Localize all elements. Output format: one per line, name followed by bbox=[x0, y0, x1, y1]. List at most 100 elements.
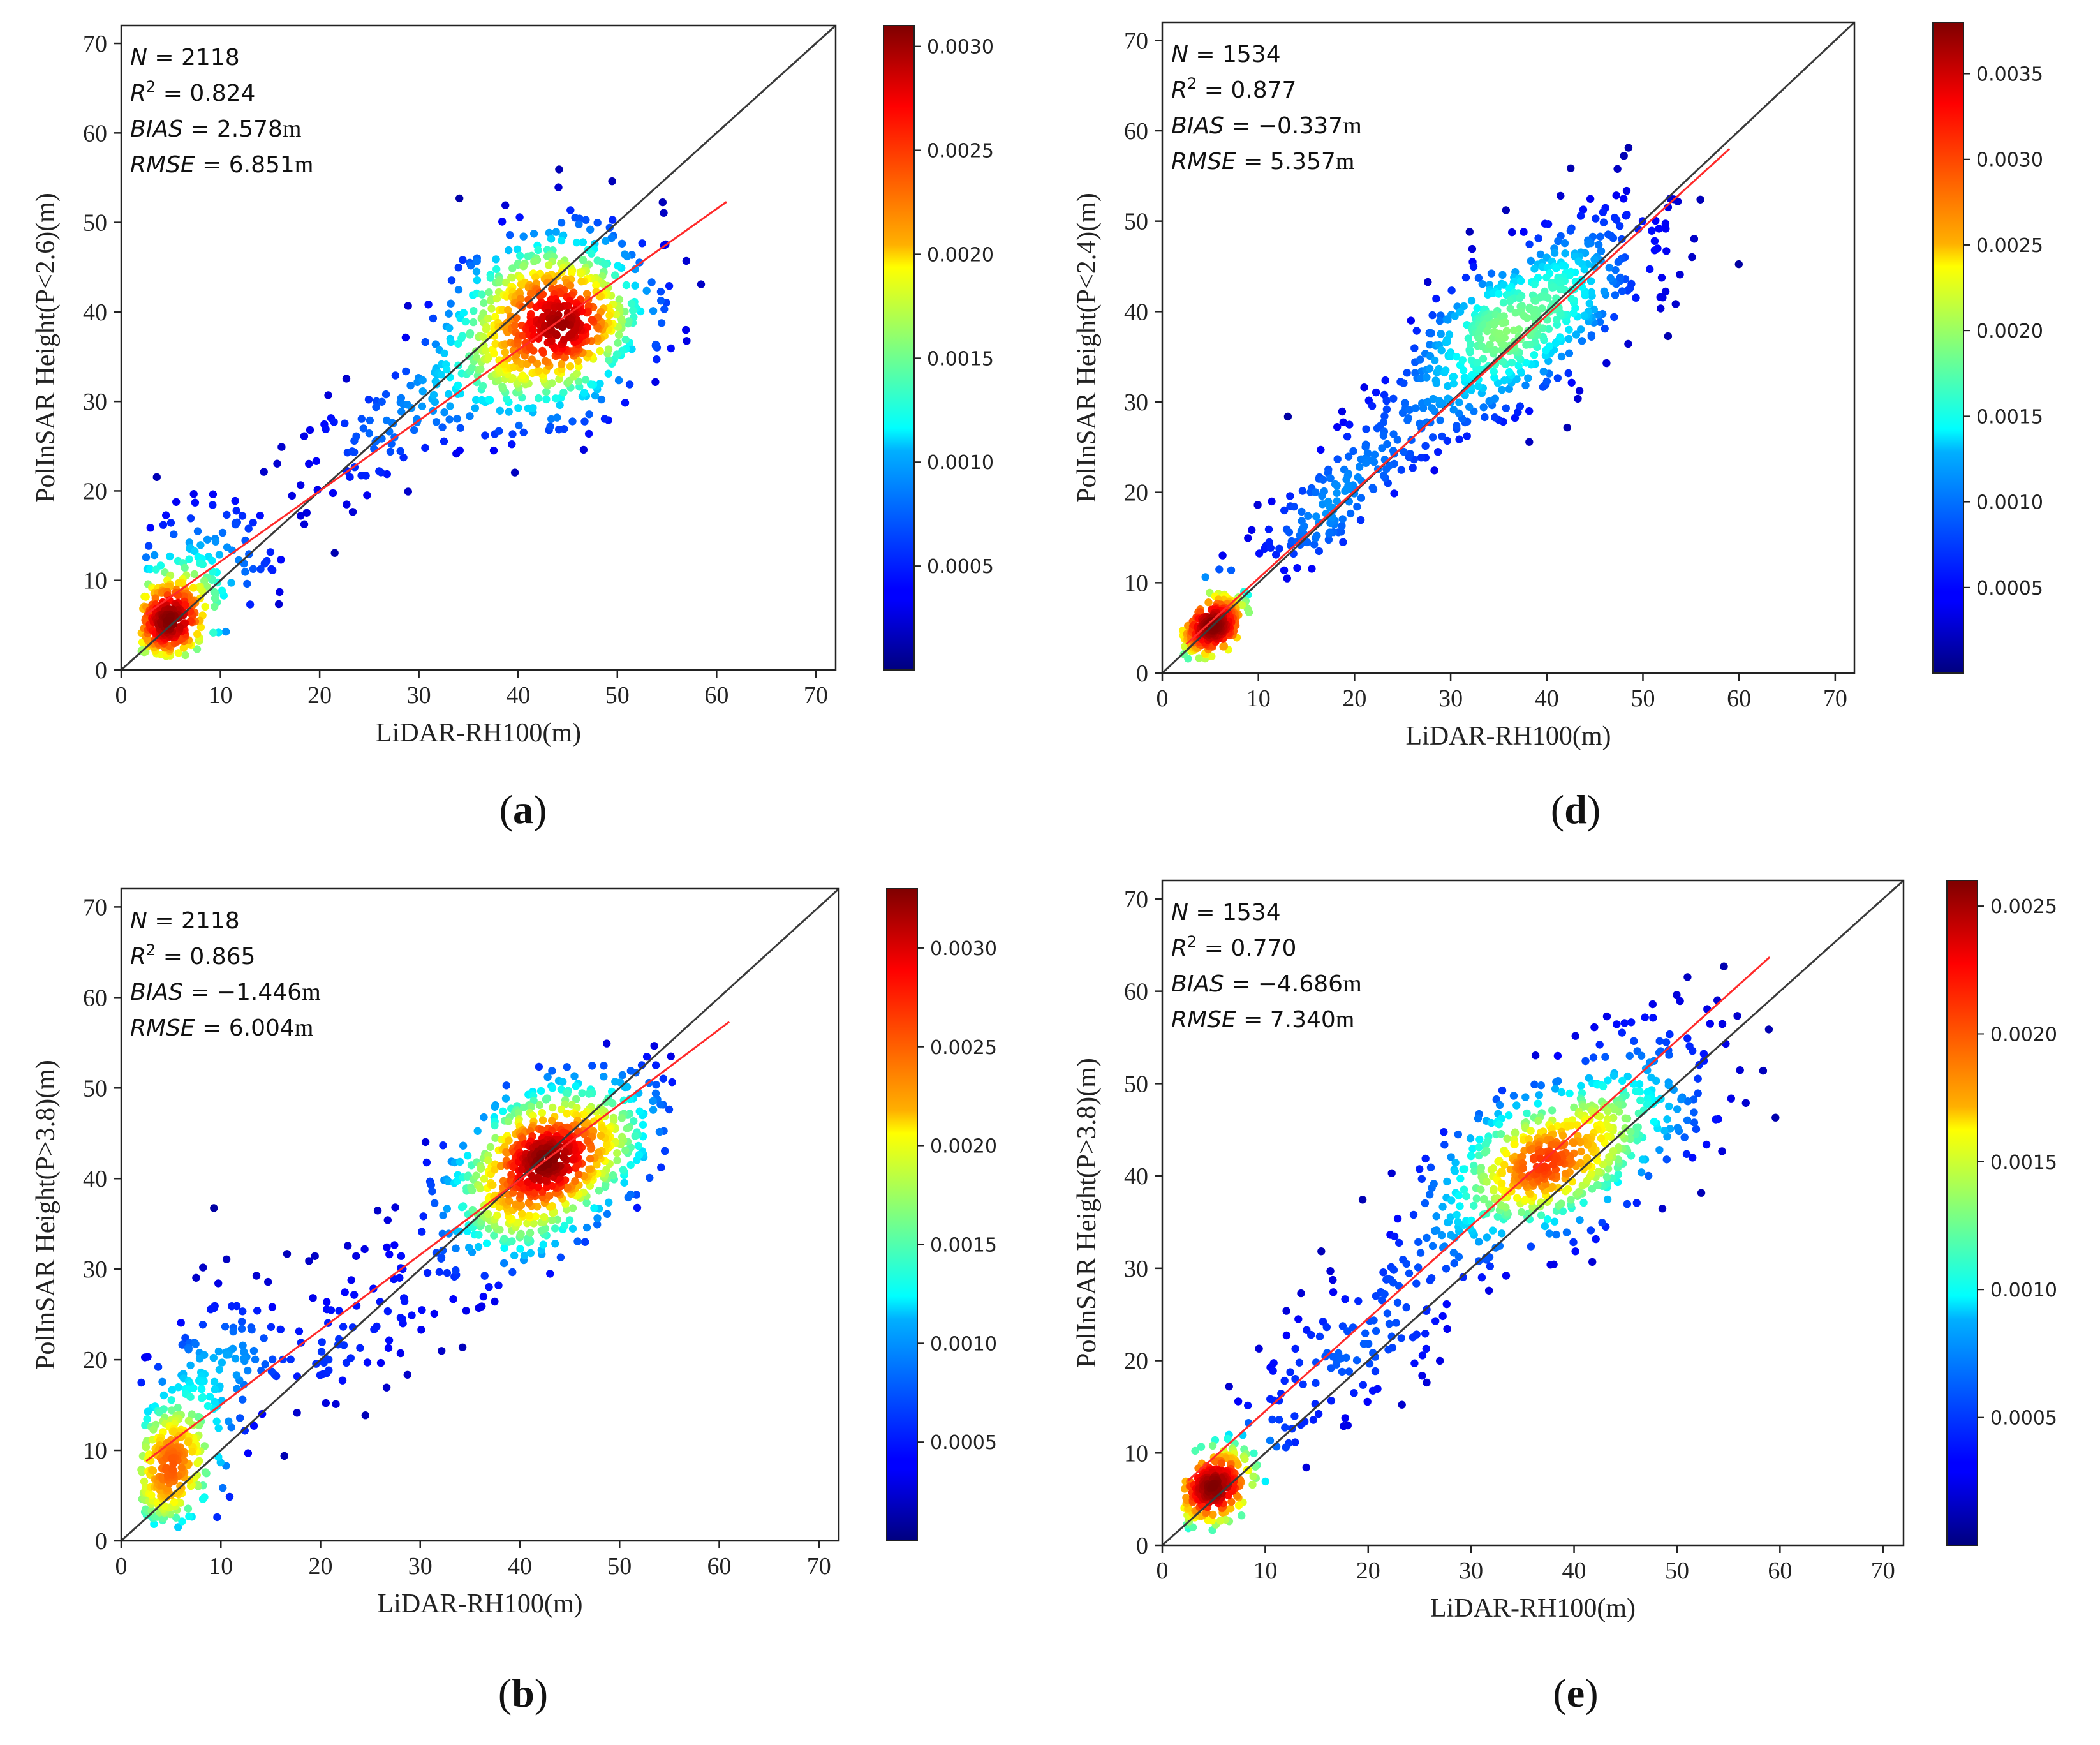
scatter-point bbox=[248, 1325, 256, 1334]
scatter-point bbox=[196, 541, 205, 549]
scatter-point bbox=[1443, 1325, 1451, 1333]
scatter-point bbox=[244, 1366, 252, 1375]
scatter-point bbox=[231, 1355, 240, 1363]
scatter-point bbox=[249, 565, 258, 573]
stat-rmse: RMSE = 5.357m bbox=[1171, 148, 1354, 175]
scatter-point bbox=[529, 230, 538, 238]
scatter-point bbox=[280, 1452, 288, 1460]
scatter-point bbox=[266, 548, 275, 556]
scatter-point bbox=[400, 1297, 409, 1306]
scatter-point bbox=[1587, 331, 1595, 339]
scatter-point bbox=[1417, 454, 1426, 462]
scatter-point bbox=[1490, 373, 1498, 382]
scatter-point bbox=[231, 520, 240, 529]
scatter-point bbox=[661, 1147, 669, 1155]
scatter-point bbox=[1498, 385, 1506, 394]
scatter-point bbox=[1650, 1117, 1659, 1126]
scatter-point bbox=[1269, 1367, 1277, 1375]
scatter-point bbox=[1300, 522, 1308, 530]
scatter-point bbox=[580, 417, 589, 426]
scatter-point bbox=[239, 1395, 247, 1404]
scatter-point bbox=[520, 1103, 528, 1112]
fit-line bbox=[145, 1021, 730, 1462]
scatter-point bbox=[1312, 512, 1320, 521]
scatter-point bbox=[1544, 220, 1553, 228]
scatter-point bbox=[491, 1166, 499, 1174]
scatter-point bbox=[1380, 412, 1389, 420]
scatter-point bbox=[1387, 1169, 1396, 1178]
scatter-point bbox=[517, 295, 525, 303]
scatter-point bbox=[609, 216, 617, 224]
scatter-point bbox=[527, 318, 535, 327]
scatter-point bbox=[1429, 394, 1437, 403]
scatter-point bbox=[137, 1378, 145, 1387]
x-tick-label: 10 bbox=[209, 682, 233, 709]
scatter-point bbox=[1368, 1386, 1377, 1395]
scatter-point bbox=[614, 376, 623, 385]
scatter-point bbox=[1382, 397, 1391, 405]
fit-line bbox=[1185, 148, 1731, 645]
scatter-point bbox=[1453, 422, 1461, 430]
scatter-point bbox=[526, 1249, 535, 1258]
scatter-point bbox=[453, 1177, 462, 1185]
scatter-point bbox=[1418, 1351, 1427, 1360]
scatter-point bbox=[1503, 1134, 1511, 1143]
scatter-point bbox=[1474, 274, 1483, 282]
scatter-point bbox=[1250, 1449, 1258, 1457]
scatter-point bbox=[1764, 1025, 1773, 1034]
scatter-point bbox=[500, 1259, 508, 1268]
scatter-point bbox=[547, 235, 556, 243]
scatter-point bbox=[1470, 1201, 1478, 1210]
scatter-point bbox=[175, 623, 184, 631]
scatter-point bbox=[1340, 1422, 1348, 1430]
scatter-point bbox=[1454, 1130, 1462, 1139]
scatter-point bbox=[1593, 1157, 1602, 1165]
scatter-point bbox=[1427, 329, 1435, 338]
colorbar-tick-label: 0.0030 bbox=[927, 36, 994, 59]
scatter-point bbox=[190, 570, 199, 579]
scatter-point bbox=[325, 1366, 333, 1374]
scatter-point bbox=[1759, 1066, 1768, 1075]
scatter-point bbox=[149, 1425, 158, 1434]
scatter-point bbox=[1565, 271, 1574, 279]
scatter-point bbox=[575, 214, 584, 223]
scatter-point bbox=[1455, 398, 1463, 406]
scatter-point bbox=[566, 281, 575, 290]
scatter-point bbox=[1302, 1463, 1310, 1472]
scatter-point bbox=[1370, 1316, 1378, 1325]
scatter-point bbox=[181, 563, 189, 572]
scatter-point bbox=[505, 1136, 513, 1145]
scatter-point bbox=[1553, 1141, 1562, 1150]
scatter-point bbox=[1356, 463, 1364, 471]
scatter-point bbox=[1561, 262, 1569, 271]
scatter-point bbox=[667, 344, 675, 353]
scatter-point bbox=[1211, 1457, 1220, 1466]
scatter-point bbox=[1662, 247, 1671, 255]
scatter-point bbox=[572, 1082, 580, 1090]
scatter-point bbox=[478, 382, 487, 390]
scatter-point bbox=[277, 556, 285, 564]
scatter-point bbox=[1416, 1165, 1424, 1173]
scatter-point bbox=[1249, 1472, 1257, 1480]
scatter-point bbox=[158, 1377, 166, 1386]
scatter-point bbox=[322, 1399, 330, 1407]
panel-label: (b) bbox=[498, 1670, 548, 1716]
scatter-point bbox=[1563, 423, 1571, 432]
scatter-point bbox=[1645, 1171, 1653, 1180]
scatter-point bbox=[221, 627, 230, 636]
scatter-point bbox=[501, 1094, 510, 1103]
scatter-point bbox=[538, 1116, 547, 1124]
scatter-point bbox=[1291, 1375, 1299, 1383]
scatter-point bbox=[167, 1396, 175, 1404]
x-tick-label: 10 bbox=[209, 1553, 233, 1580]
scatter-point bbox=[418, 376, 427, 385]
scatter-point bbox=[178, 1340, 186, 1349]
scatter-point bbox=[439, 1211, 447, 1220]
scatter-point bbox=[579, 238, 588, 246]
scatter-point bbox=[391, 1203, 399, 1212]
scatter-point bbox=[300, 432, 309, 440]
scatter-point bbox=[244, 524, 253, 533]
scatter-point bbox=[1416, 1249, 1425, 1257]
scatter-point bbox=[485, 1283, 493, 1291]
scatter-point bbox=[660, 305, 669, 313]
